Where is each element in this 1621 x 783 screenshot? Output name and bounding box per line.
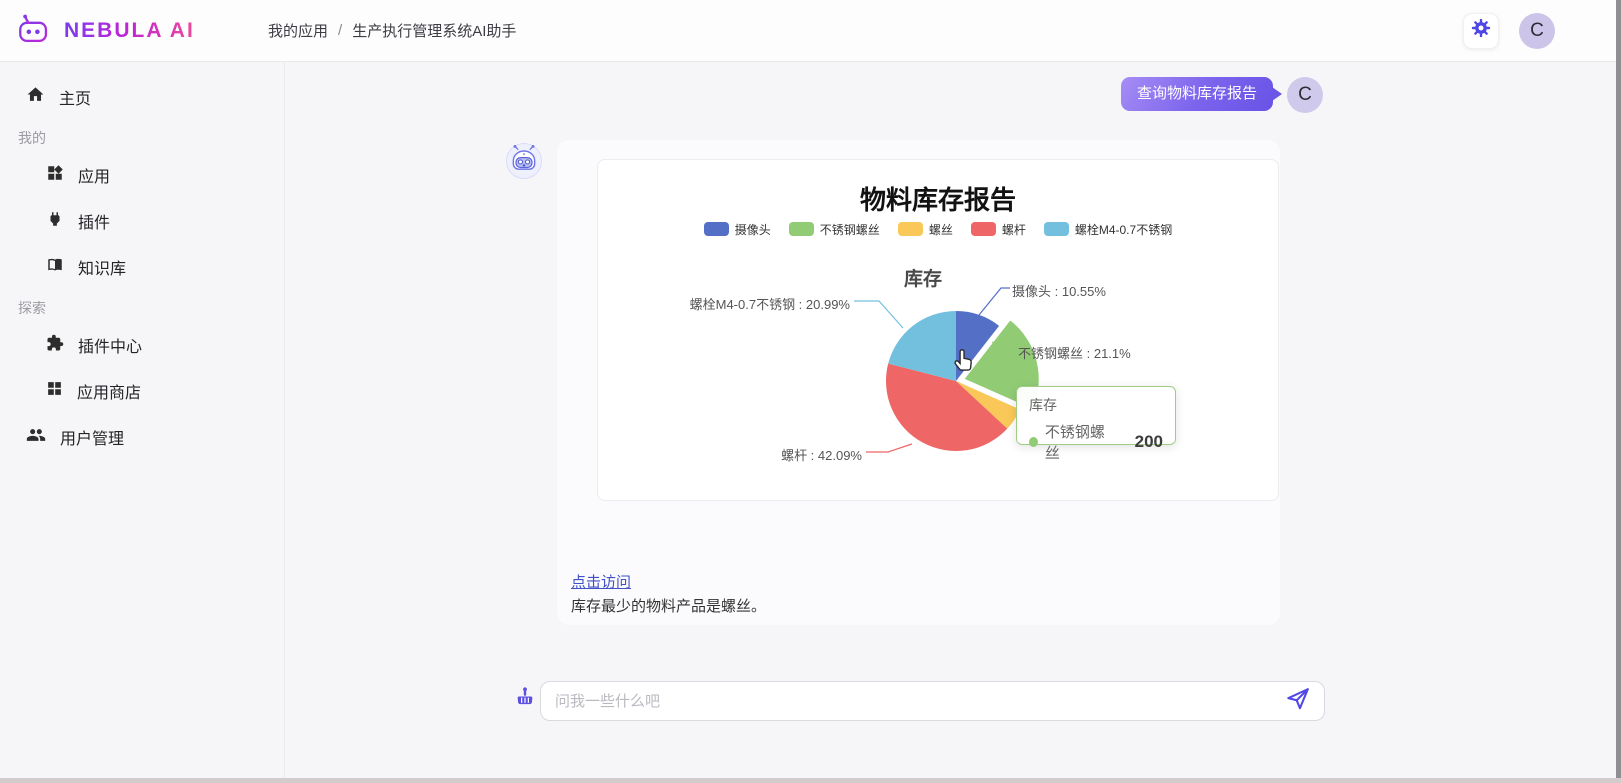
book-icon [46,256,64,279]
tooltip-series-name: 不锈钢螺丝 [1044,424,1105,462]
visit-link[interactable]: 点击访问 [571,574,632,591]
label-line-3 [866,443,913,453]
pie-slice-2[interactable] [956,381,1020,429]
legend-item-0[interactable]: 摄像头 [703,221,771,238]
legend-chip [1043,222,1069,236]
label-line-1 [991,341,1014,351]
top-header: NEBULA AI 我的应用 / 生产执行管理系统AI助手 C [0,0,1621,62]
paper-plane-icon [1285,686,1311,717]
sidebar-item-label: 插件 [78,215,111,232]
pie-chart [854,287,1039,453]
breadcrumb-page: 生产执行管理系统AI助手 [352,23,517,40]
sidebar-section-explore: 探索 [18,300,46,316]
chart-title: 物料库存报告 [859,185,1016,215]
legend-label: 螺杆 [1001,222,1026,237]
bot-message: 物料库存报告 摄像头 不锈钢螺丝 螺丝 螺杆 螺栓M4-0.7不锈钢 库存 摄像头 : … [557,140,1280,625]
pie-label-4: 螺栓M4-0.7不锈钢 : 20.99% [689,297,850,312]
legend-item-3[interactable]: 螺杆 [970,221,1026,238]
bottom-bar [0,778,1621,783]
sidebar-item-label: 用户管理 [60,431,125,448]
chart-legend: 摄像头 不锈钢螺丝 螺丝 螺杆 螺栓M4-0.7不锈钢 [598,220,1278,238]
pie-slice-4[interactable] [888,311,956,381]
legend-chip [970,222,996,236]
sidebar-item-label: 插件中心 [78,339,143,356]
pie-slice-3[interactable] [886,363,1008,451]
pie-subtitle: 库存 [903,269,943,290]
sidebar-section-my: 我的 [18,130,46,146]
label-line-0 [978,287,1010,316]
mouse-cursor-icon [950,348,976,381]
chart-tooltip: 库存 不锈钢螺丝 200 [1016,386,1176,462]
breadcrumb: 我的应用 / 生产执行管理系统AI助手 [268,20,516,41]
legend-label: 螺栓M4-0.7不锈钢 [1074,222,1173,237]
legend-item-4[interactable]: 螺栓M4-0.7不锈钢 [1043,221,1173,238]
grid-icon [46,380,63,402]
pie-label-1: 不锈钢螺丝 : 21.1% [1018,346,1131,361]
plug-icon [46,210,64,233]
sidebar-item-label: 知识库 [78,261,127,278]
pie-label-3: 螺杆 : 42.09% [781,448,862,463]
send-button[interactable] [1284,687,1312,715]
widgets-icon [46,164,64,187]
legend-chip [788,222,814,236]
users-icon [26,425,46,450]
legend-label: 螺丝 [928,222,953,237]
bubble-tail [1272,87,1282,101]
chart-card: 物料库存报告 摄像头 不锈钢螺丝 螺丝 螺杆 螺栓M4-0.7不锈钢 库存 摄像头 : … [597,159,1279,501]
gear-icon [1470,17,1492,44]
sidebar-item-plugins[interactable]: 插件 [0,206,284,236]
message-input[interactable] [555,692,1284,710]
sidebar-item-home[interactable]: 主页 [0,82,284,112]
robot-logo-icon [16,12,54,50]
tooltip-value: 200 [1134,432,1163,451]
composer [540,681,1325,721]
sidebar-item-user-management[interactable]: 用户管理 [0,422,284,452]
user-message-bubble: 查询物料库存报告 [1120,77,1282,111]
sidebar-item-label: 应用 [78,169,111,186]
legend-label: 摄像头 [734,222,771,237]
breadcrumb-separator: / [338,22,343,39]
tooltip-title: 库存 [1029,397,1057,413]
sidebar-item-knowledge[interactable]: 知识库 [0,252,284,282]
home-icon [26,85,45,109]
legend-label: 不锈钢螺丝 [819,222,880,237]
sidebar-item-apps[interactable]: 应用 [0,160,284,190]
legend-chip [897,222,923,236]
legend-item-2[interactable]: 螺丝 [897,221,953,238]
chat-area: 查询物料库存报告 C 物料库存报告 摄像头 不锈钢螺丝 螺丝 螺杆 螺栓M4-0.7不 [285,62,1621,783]
settings-button[interactable] [1463,12,1499,49]
robot-face-icon [508,143,540,180]
sidebar-item-app-store[interactable]: 应用商店 [0,376,284,406]
pie-label-0: 摄像头 : 10.55% [1012,284,1106,299]
brand-logo[interactable]: NEBULA AI [0,12,268,50]
label-line-4 [854,300,904,329]
sidebar-item-label: 主页 [59,91,92,108]
legend-chip [703,222,729,236]
user-message-text: 查询物料库存报告 [1136,85,1257,102]
header-avatar[interactable]: C [1519,12,1555,49]
user-avatar[interactable]: C [1287,77,1323,113]
broom-icon [513,686,537,715]
puzzle-icon [46,334,64,357]
legend-item-1[interactable]: 不锈钢螺丝 [788,221,880,238]
clear-chat-button[interactable] [510,685,540,715]
user-message-row: 查询物料库存报告 C [1120,77,1323,113]
sidebar-item-plugin-center[interactable]: 插件中心 [0,330,284,360]
tooltip-series-dot [1029,437,1038,447]
breadcrumb-section[interactable]: 我的应用 [268,23,329,40]
sidebar: 主页 我的 应用 插件 知识库 探索 插件中心 应用商店 用户管理 [0,62,285,783]
logo-text: NEBULA AI [64,18,195,42]
summary-text: 库存最少的物料产品是螺丝。 [571,598,767,615]
scrollbar[interactable] [1616,0,1621,783]
bot-avatar [506,143,542,179]
sidebar-item-label: 应用商店 [77,385,142,402]
